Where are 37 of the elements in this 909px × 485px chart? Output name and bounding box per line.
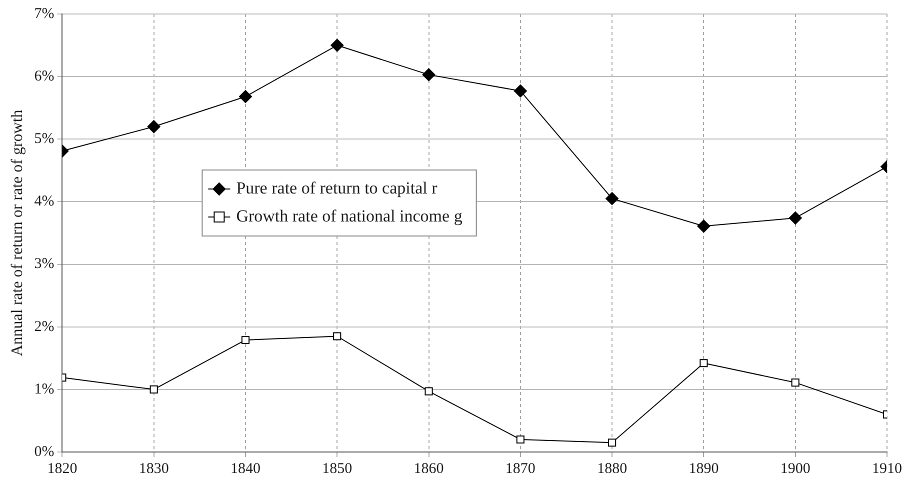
x-tick-label: 1840: [230, 460, 260, 477]
point: [238, 90, 252, 104]
y-axis-title: Annual rate of return or rate of growth: [8, 110, 26, 356]
point: [606, 192, 619, 206]
point: [700, 359, 708, 368]
y-tick-label: 1%: [34, 381, 54, 398]
point: [516, 435, 524, 444]
point: [330, 38, 344, 52]
y-tick-label: 2%: [34, 318, 54, 335]
point: [424, 387, 433, 396]
x-tick-label: 1870: [505, 460, 536, 477]
x-tick-label: 1850: [322, 460, 352, 477]
y-tick-label: 4%: [34, 194, 54, 210]
point: [697, 220, 710, 233]
point: [791, 378, 800, 387]
point: [422, 68, 436, 82]
point: [514, 84, 527, 98]
legend-label: Pure rate of return to capital r: [236, 178, 438, 198]
x-tick-label: 1900: [780, 460, 810, 477]
y-tick-label: 0%: [34, 444, 54, 460]
point: [608, 438, 616, 447]
x-tick-label: 1820: [47, 460, 78, 477]
y-tick-label: 6%: [34, 68, 54, 85]
point: [147, 120, 160, 134]
x-tick-label: 1910: [872, 460, 902, 477]
x-tick-label: 1860: [414, 460, 444, 477]
point: [150, 385, 158, 394]
x-tick-label: 1890: [688, 460, 719, 477]
y-tick-label: 3%: [34, 256, 54, 272]
point: [241, 336, 250, 344]
legend-label: Growth rate of national income g: [236, 206, 463, 226]
y-tick-label: 5%: [34, 131, 54, 148]
point: [333, 332, 342, 340]
x-tick-label: 1830: [138, 460, 169, 477]
y-tick-label: 7%: [34, 6, 54, 22]
point: [788, 211, 802, 224]
x-tick-label: 1880: [597, 460, 628, 477]
